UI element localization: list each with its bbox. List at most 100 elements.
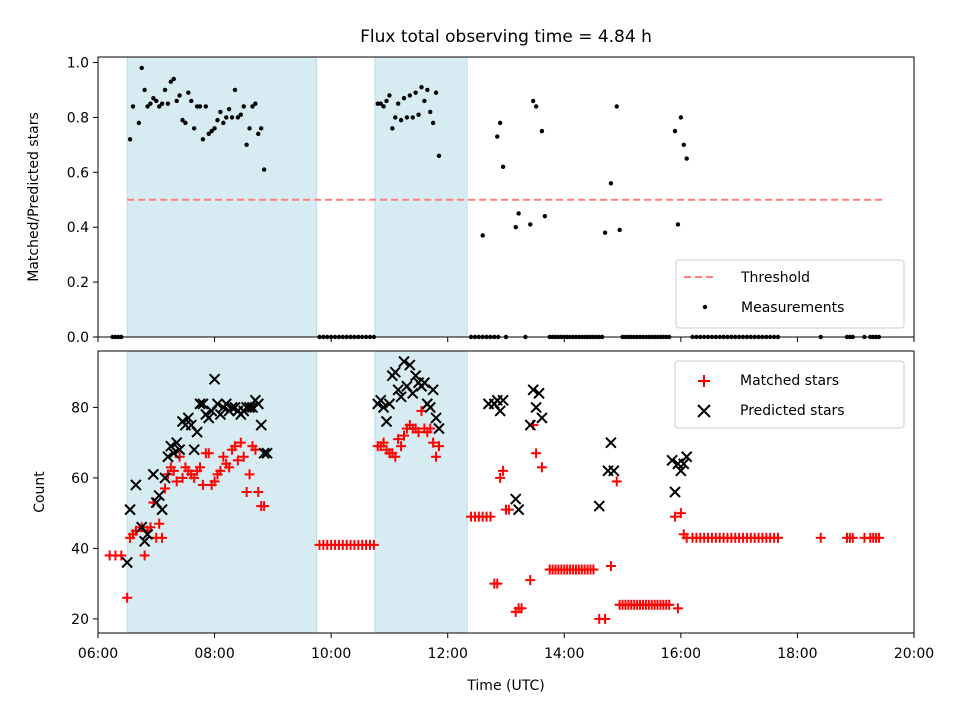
predicted-star-point [404, 359, 416, 371]
top-y-axis-label: Matched/Predicted stars [26, 112, 42, 282]
predicted-star-point [255, 419, 267, 431]
measurement-point [539, 128, 545, 134]
predicted-star-point [418, 377, 431, 389]
predicted-star-point [156, 503, 168, 516]
predicted-star-point [430, 412, 442, 424]
predicted-star-point [424, 401, 436, 414]
predicted-star-point [593, 500, 605, 512]
predicted-star-point [392, 384, 404, 396]
measurement-point [209, 128, 214, 134]
predicted-star-point [170, 436, 183, 449]
measurement-point [395, 101, 401, 106]
matched-star-point [773, 532, 783, 543]
legend-matched-label: Matched stars [740, 373, 839, 389]
predicted-star-point [203, 412, 215, 424]
measurement-point [393, 115, 398, 120]
bottom-y-tick-label: 80 [71, 400, 89, 416]
predicted-star-point [194, 398, 206, 410]
measurement-point [253, 101, 258, 106]
predicted-star-point [680, 451, 693, 463]
matched-star-point [416, 405, 427, 416]
bottom-x-tick-label: 08:00 [194, 646, 234, 662]
matched-star-point [396, 441, 407, 452]
predicted-star-point [669, 486, 681, 498]
top-y-tick-label: 0.2 [67, 275, 89, 291]
matched-star-point [498, 465, 509, 476]
measurement-point [678, 115, 684, 120]
matched-star-point [177, 472, 188, 483]
bottom-x-tick-label: 14:00 [544, 646, 584, 662]
legend-measurements-label: Measurements [741, 300, 844, 316]
measurement-point [480, 233, 485, 238]
measurement-point [398, 117, 404, 123]
matched-star-point [536, 462, 547, 473]
predicted-star-point [162, 451, 174, 463]
matched-star-point [675, 508, 686, 519]
measurement-point [174, 98, 179, 104]
measurement-point [127, 137, 133, 142]
measurement-point [436, 153, 442, 159]
matched-star-point [259, 501, 270, 512]
predicted-star-point [527, 384, 539, 396]
predicted-star-point [261, 447, 273, 459]
matched-star-point [815, 532, 826, 543]
predicted-star-point [124, 503, 136, 516]
predicted-star-point [188, 443, 200, 456]
bottom-legend-box [674, 360, 905, 429]
measurement-point [197, 104, 203, 109]
measurement-point [145, 104, 150, 109]
predicted-star-point [130, 479, 142, 491]
bottom-y-tick-label: 60 [71, 471, 89, 487]
bottom-y-tick-label: 20 [71, 612, 89, 628]
measurement-point [259, 126, 264, 131]
top-y-ticks: 0.0 0.2 0.4 0.6 0.8 1.0 [67, 55, 98, 346]
predicted-stars-points [121, 355, 693, 569]
matched-star-point [195, 462, 205, 473]
predicted-star-point [398, 355, 410, 368]
measurement-point [381, 104, 386, 109]
predicted-star-point [182, 412, 195, 424]
predicted-star-point [675, 465, 687, 477]
measurement-point [608, 181, 614, 186]
predicted-star-point [497, 394, 509, 407]
matched-star-point [531, 448, 542, 459]
predicted-star-point [510, 493, 522, 505]
bottom-x-tick-label: 06:00 [78, 646, 118, 662]
predicted-star-point [433, 422, 445, 435]
matched-star-point [378, 437, 389, 448]
predicted-star-point [608, 465, 620, 477]
predicted-star-point [377, 401, 390, 414]
predicted-star-point [512, 503, 525, 516]
measurement-point [675, 222, 681, 227]
bottom-shaded-interval-1 [126, 350, 318, 634]
top-legend: Threshold Measurements [675, 259, 905, 329]
matched-star-point [238, 451, 249, 462]
bottom-x-tick-label: 12:00 [428, 646, 468, 662]
predicted-star-point [605, 436, 617, 449]
matched-star-point [670, 511, 681, 522]
measurement-point [416, 112, 421, 117]
measurement-point [614, 104, 619, 109]
matched-star-point [232, 455, 243, 466]
predicted-star-point [258, 447, 270, 459]
predicted-star-point [153, 489, 165, 502]
measurement-point [261, 167, 267, 172]
top-legend-box [675, 259, 905, 329]
bottom-x-tick-label: 18:00 [777, 646, 817, 662]
matched-star-point [847, 532, 858, 543]
matched-star-point [605, 561, 616, 572]
measurement-point [384, 98, 389, 104]
measurement-point [232, 87, 238, 93]
measurement-point [218, 109, 223, 115]
bottom-x-tick-label: 10:00 [311, 646, 351, 662]
measurement-point [159, 101, 165, 106]
measurement-point [183, 120, 188, 126]
matched-star-point [244, 469, 255, 480]
top-plot-frame [97, 56, 915, 338]
bottom-plot-frame [97, 350, 915, 634]
measurement-point [407, 93, 413, 98]
matched-star-point [413, 427, 424, 438]
predicted-star-point [678, 458, 690, 470]
measurement-point [151, 95, 156, 101]
matched-star-point [122, 592, 133, 603]
